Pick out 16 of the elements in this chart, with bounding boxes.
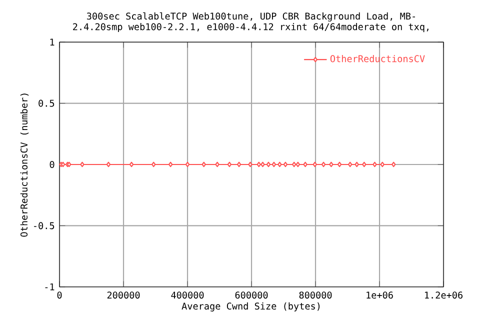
- x-tick-label: 600000: [235, 292, 268, 299]
- y-tick-label: -1: [45, 284, 54, 290]
- x-axis-title: Average Cwnd Size (bytes): [182, 302, 320, 312]
- x-tick-label: 0: [57, 292, 62, 299]
- x-tick-label: 1e+06: [366, 292, 393, 299]
- y-tick-label: 0.5: [38, 100, 54, 107]
- legend-label: OtherReductionsCV: [330, 55, 425, 62]
- y-axis-title: OtherReductionsCV (number): [20, 94, 29, 237]
- x-tick-label: 200000: [107, 292, 140, 299]
- y-tick-label: -0.5: [34, 222, 54, 230]
- x-tick-label: 800000: [299, 292, 332, 299]
- y-tick-label: 1: [50, 38, 54, 46]
- y-tick-label: 0: [50, 160, 54, 168]
- x-tick-label: 400000: [171, 292, 204, 299]
- chart-title: 300sec ScalableTCP Web100tune, UDP CBR Background Load, MB- 2.4.20smp web100-2.2.1, e1000-4.4.12 rxint 64/64moderate on txq,: [73, 12, 428, 32]
- x-tick-label: 1.2e+06: [425, 292, 463, 299]
